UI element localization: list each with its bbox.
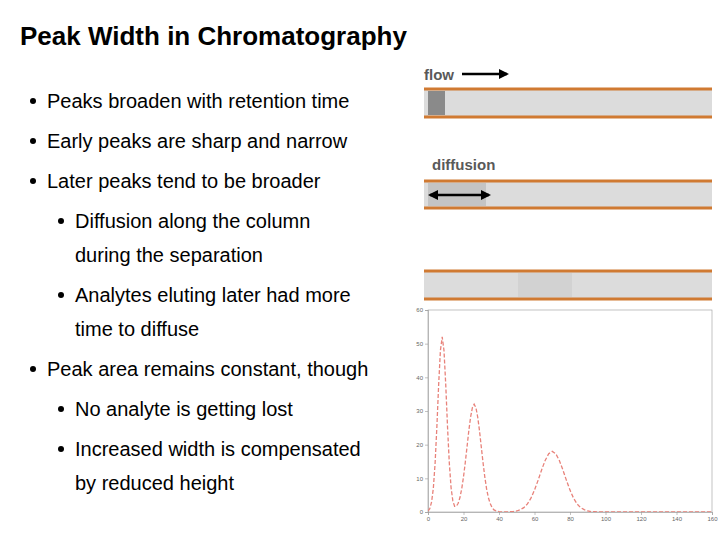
sub-bullet-text: No analyte is getting lost [75, 398, 293, 420]
tick-label: 140 [672, 516, 683, 522]
chart: 0 20 40 60 80 100 120 140 160 0 10 20 30 40 50 60 [416, 307, 718, 522]
tick-mark [641, 512, 642, 515]
sub-bullet-text: Analytes eluting later had more [75, 284, 351, 306]
column-wall [424, 207, 712, 210]
column-wall [424, 88, 712, 91]
diffusion-label: diffusion [432, 156, 495, 173]
tick: 10 [416, 476, 428, 482]
analyte-band [428, 91, 445, 115]
tick-mark [425, 512, 428, 513]
bullet-dot [30, 138, 36, 144]
tick: 20 [416, 442, 428, 448]
tick-label: 40 [496, 516, 503, 522]
plot-frame [428, 310, 712, 512]
column-wall [424, 116, 712, 119]
bullet-dot [58, 446, 64, 452]
tick-label: 80 [567, 516, 574, 522]
axis-line [425, 311, 429, 513]
tick: 40 [416, 375, 428, 381]
bullet-dot [30, 98, 36, 104]
flow-arrow [462, 73, 507, 76]
tick: 140 [672, 512, 683, 522]
tick-label: 40 [416, 375, 423, 381]
plot-marks [428, 337, 712, 512]
tick-mark [425, 445, 428, 446]
tick-mark [499, 512, 500, 515]
tick-mark [712, 512, 713, 515]
bullet-text: Peak area remains constant, though [47, 358, 368, 380]
x-axis: 0 20 40 60 80 100 120 140 160 [427, 512, 718, 522]
tick-mark [570, 512, 571, 515]
tick-label: 120 [636, 516, 647, 522]
tick-label: 10 [416, 476, 423, 482]
column-body [424, 181, 712, 208]
tick-mark [464, 512, 465, 515]
slide: Peak Width in Chromatography Peaks broade… [0, 0, 720, 540]
tick: 50 [416, 341, 428, 347]
tick-label: 20 [416, 442, 423, 448]
tick: 80 [567, 512, 574, 522]
tick: 160 [707, 512, 718, 522]
sub-bullet-text: Diffusion along the column [75, 210, 310, 232]
flow-label: flow [424, 66, 454, 83]
bullet-dot [58, 406, 64, 412]
tick: 0 [427, 512, 431, 522]
sub-bullet-text: by reduced height [75, 472, 234, 494]
tick-label: 0 [427, 516, 431, 522]
column-wall [424, 298, 712, 301]
bullet-text: Early peaks are sharp and narrow [47, 130, 348, 152]
column-body [424, 89, 712, 117]
column-body [424, 271, 712, 299]
tick-mark [535, 512, 536, 515]
column-wall [424, 180, 712, 183]
tick-label: 100 [601, 516, 612, 522]
sub-bullet-text: during the separation [75, 244, 263, 266]
tick: 120 [636, 512, 647, 522]
tick-mark [425, 478, 428, 479]
bullet-dot [58, 292, 64, 298]
tick-label: 30 [416, 408, 423, 414]
sub-bullet-text: Increased width is compensated [75, 438, 361, 460]
tick-mark [425, 411, 428, 412]
peak-curve [428, 337, 712, 512]
tick-mark [425, 377, 428, 378]
tick-label: 0 [420, 509, 424, 515]
bullet-dot [30, 178, 36, 184]
tick: 60 [416, 307, 428, 313]
tick: 60 [532, 512, 539, 522]
y-axis: 0 10 20 30 40 50 60 [416, 307, 428, 515]
bullet-text: Peaks broaden with retention time [47, 90, 349, 112]
bullet-text: Later peaks tend to be broader [47, 170, 321, 192]
tick-mark [606, 512, 607, 515]
bullet-dot [58, 218, 64, 224]
tick: 30 [416, 408, 428, 414]
tick-mark [425, 310, 428, 311]
tick-label: 160 [707, 516, 718, 522]
tick: 40 [496, 512, 503, 522]
tick-mark [677, 512, 678, 515]
sub-bullet-text: time to diffuse [75, 318, 199, 340]
tick-mark [425, 344, 428, 345]
tick-label: 60 [416, 307, 423, 313]
axis-line [429, 513, 713, 516]
tick-label: 50 [416, 341, 423, 347]
column-wall [424, 270, 712, 273]
tick: 100 [601, 512, 612, 522]
tick-label: 60 [532, 516, 539, 522]
analyte-band [518, 273, 572, 297]
diffusion-arrow [430, 194, 489, 197]
bullet-dot [30, 366, 36, 372]
tick: 20 [461, 512, 468, 522]
slide-title: Peak Width in Chromatography [20, 21, 407, 51]
tick-label: 20 [461, 516, 468, 522]
tick: 0 [420, 509, 428, 515]
